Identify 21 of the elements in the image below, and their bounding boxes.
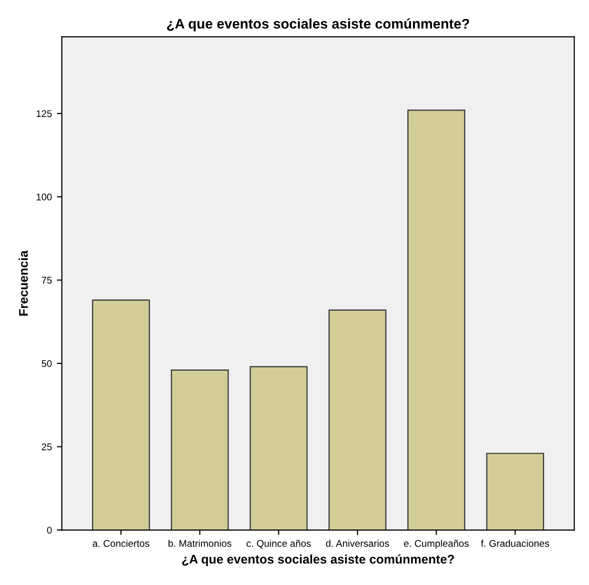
bar xyxy=(250,366,308,530)
chart-title: ¿A que eventos sociales asiste comúnmente? xyxy=(167,18,470,32)
x-tick-label: f. Graduaciones xyxy=(480,540,550,547)
x-tick-label: b. Matrimonios xyxy=(168,540,232,547)
x-tick-label: d. Aniversarios xyxy=(326,540,390,547)
x-tick-label: a. Conciertos xyxy=(92,540,150,547)
y-tick-label: 125 xyxy=(36,110,52,118)
x-tick-label: c. Quince años xyxy=(246,540,311,549)
y-tick-label: 75 xyxy=(42,276,52,284)
y-tick-label: 50 xyxy=(42,360,52,368)
y-tick-label: 100 xyxy=(36,194,52,200)
bar xyxy=(170,370,229,530)
bar xyxy=(486,452,544,530)
y-tick-label: 0 xyxy=(47,526,52,534)
x-tick-label: e. Cumpleaños xyxy=(404,540,469,549)
y-axis-title: Frecuencia xyxy=(18,250,28,316)
y-tick-label: 25 xyxy=(42,443,52,450)
bar xyxy=(92,300,150,530)
bar xyxy=(328,310,386,530)
x-axis-title: ¿A que eventos sociales asiste comúnmente? xyxy=(182,554,454,566)
bar xyxy=(407,110,466,530)
